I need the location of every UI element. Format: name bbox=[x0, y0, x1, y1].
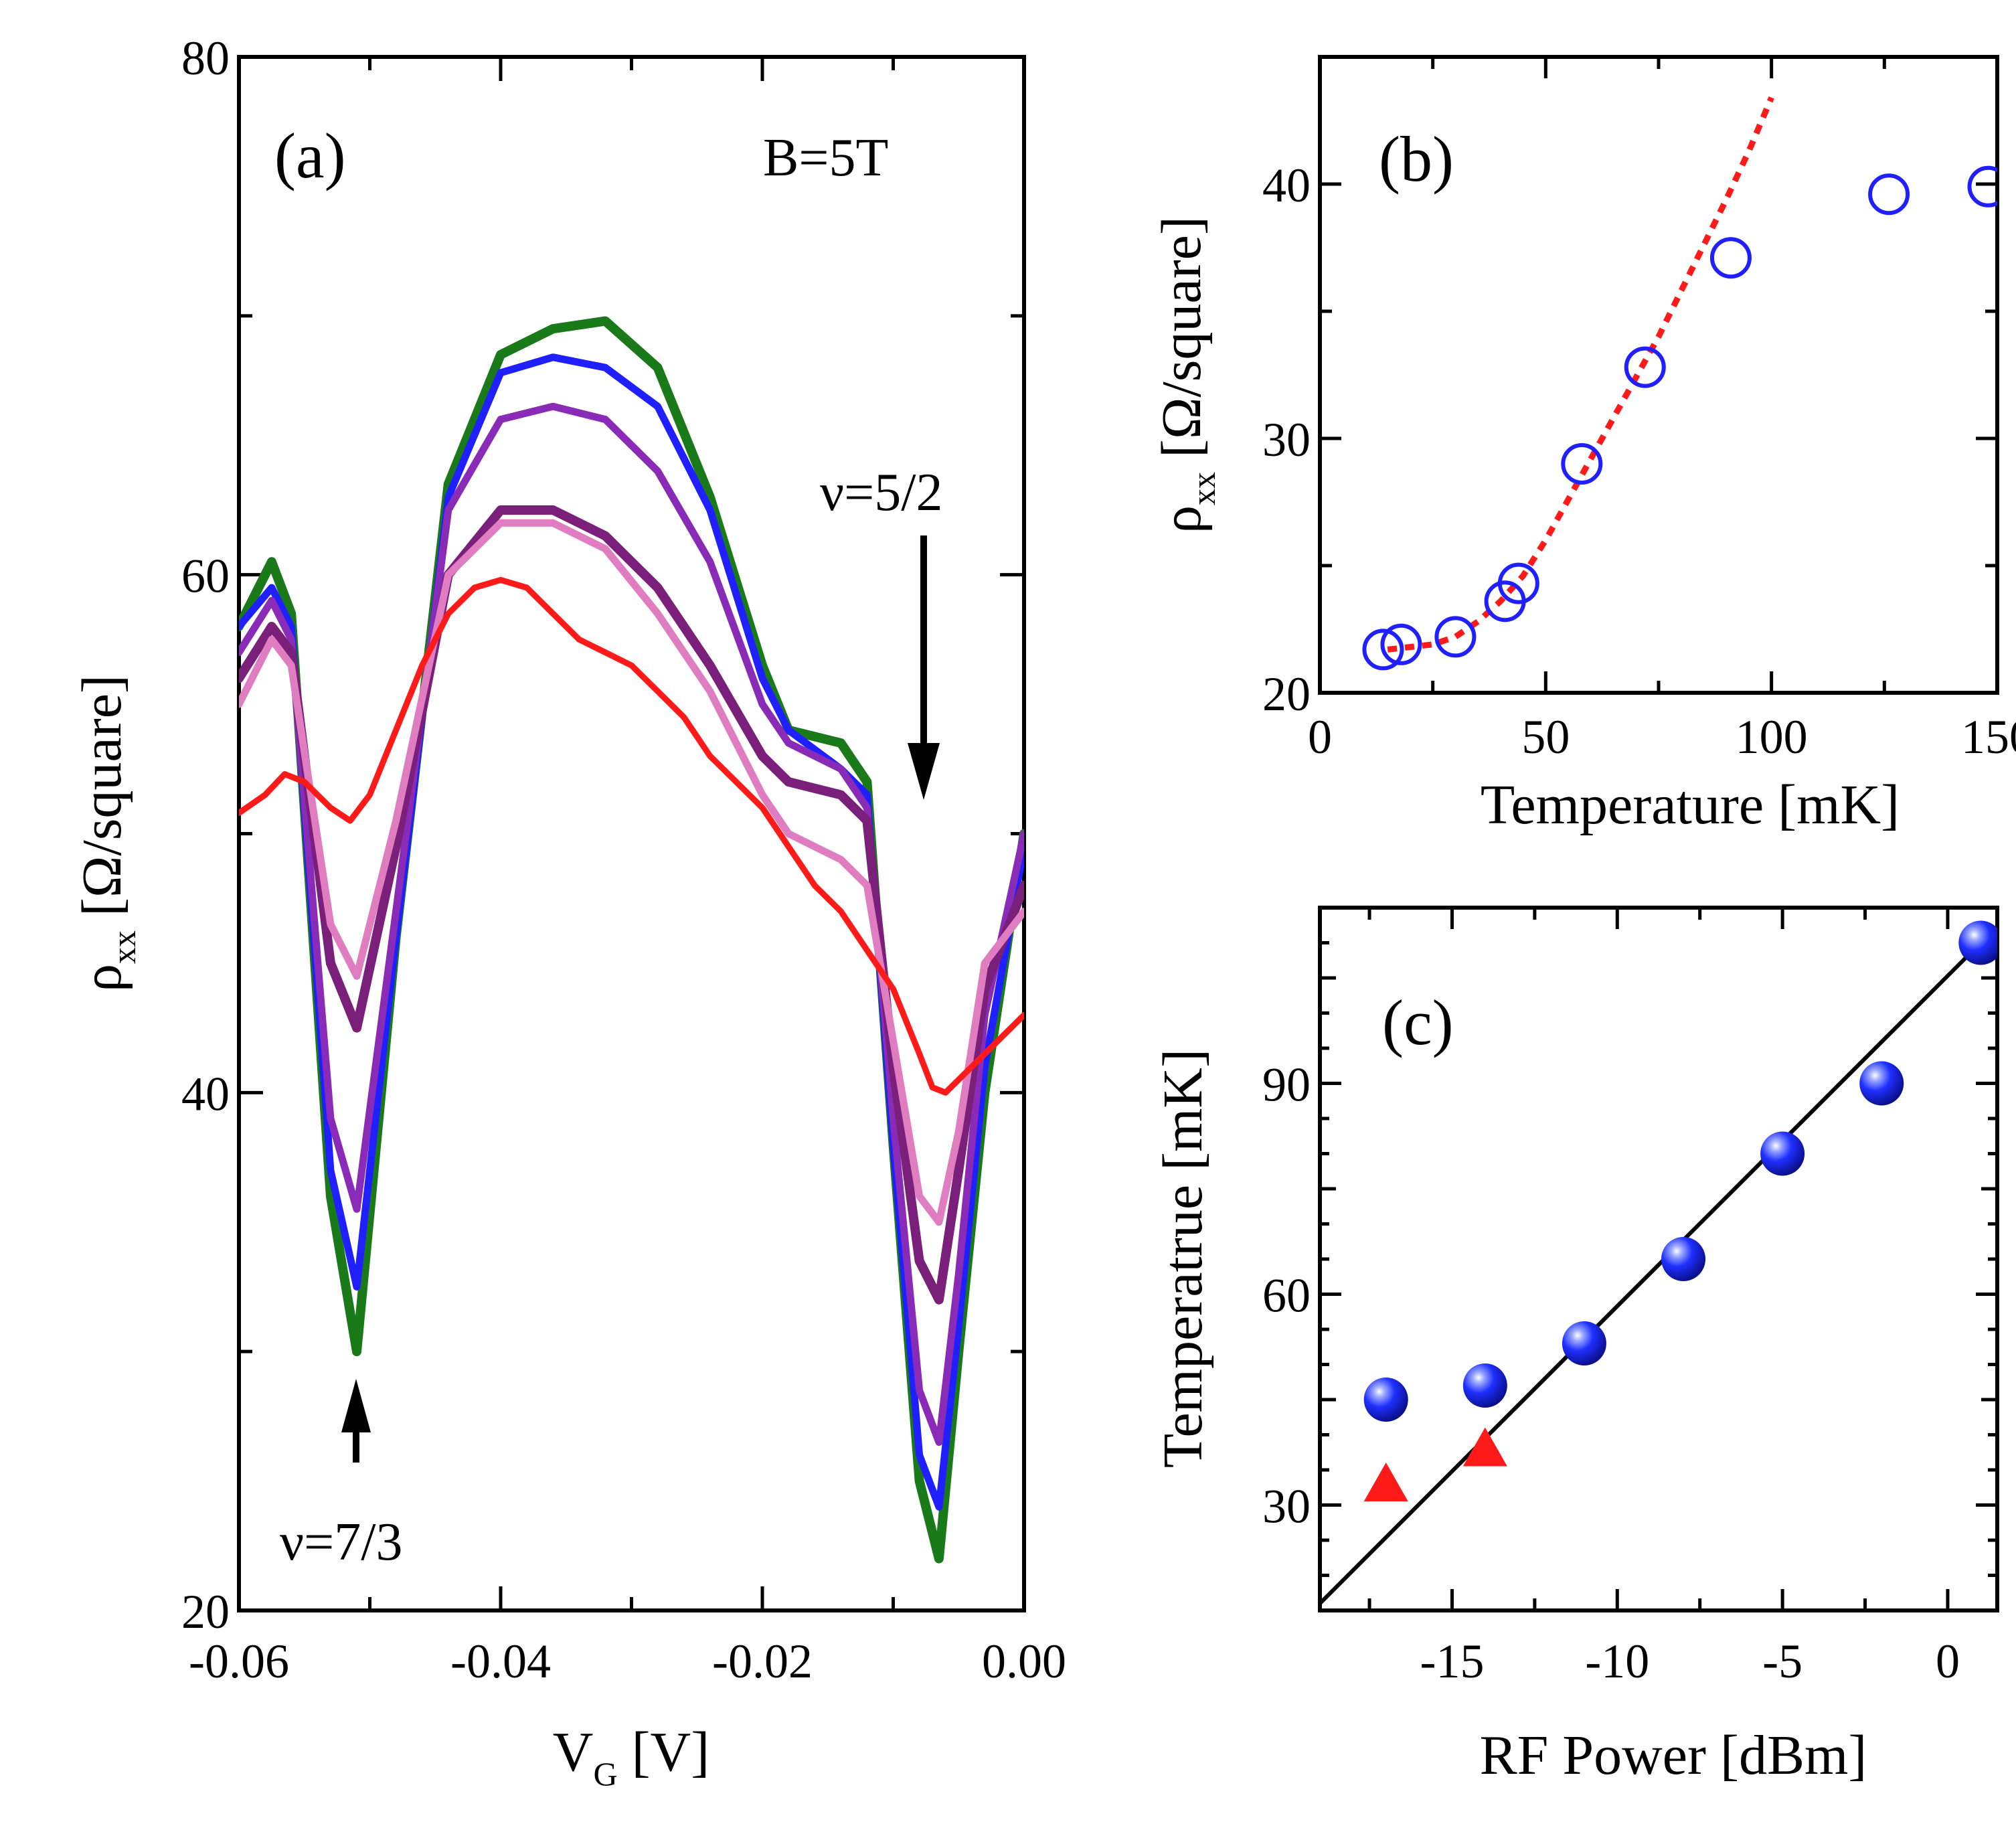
series-pink bbox=[239, 519, 1024, 1226]
panel-a: -0.06 -0.04 -0.02 0.00 20 40 60 80 (a) B=5T ν=5… bbox=[71, 31, 1066, 1793]
field-annotation: B=5T bbox=[763, 129, 888, 187]
c-xtick-label: -10 bbox=[1585, 1635, 1649, 1688]
nu-5-2-arrow bbox=[908, 535, 940, 800]
c-sphere-point bbox=[1363, 1378, 1408, 1422]
panel-a-ticks bbox=[237, 55, 1026, 1612]
series-red bbox=[239, 576, 1024, 1096]
panel-b-ticks bbox=[1318, 55, 1999, 695]
panel-b-xlabel: Temperature [mK] bbox=[1481, 774, 1900, 836]
panel-c-xlabel: RF Power [dBm] bbox=[1480, 1724, 1867, 1787]
b-xtick-label: 150 bbox=[1961, 710, 2016, 764]
a-ytick-label: 20 bbox=[181, 1585, 230, 1639]
c-ytick-label: 60 bbox=[1262, 1269, 1311, 1323]
panel-a-xlabel: VG [V] bbox=[553, 1721, 709, 1793]
c-fit-line bbox=[1320, 941, 1983, 1605]
panel-c-series bbox=[1320, 920, 1997, 1605]
a-ytick-label: 60 bbox=[181, 550, 230, 603]
c-sphere-point bbox=[1562, 1321, 1606, 1365]
b-ytick-label: 40 bbox=[1262, 159, 1311, 212]
nu-5-2-annotation: ν=5/2 bbox=[820, 463, 943, 522]
nu-7-3-annotation: ν=7/3 bbox=[280, 1513, 403, 1572]
series-purple bbox=[239, 505, 1024, 1305]
panel-c-ticks bbox=[1320, 906, 1997, 1612]
c-xtick-label: 0 bbox=[1936, 1635, 1960, 1688]
b-ytick-label: 30 bbox=[1262, 413, 1311, 467]
b-data-point bbox=[1868, 173, 1910, 216]
a-xtick-label: -0.04 bbox=[450, 1635, 551, 1688]
a-xtick-label: 0.00 bbox=[982, 1635, 1066, 1688]
c-ytick-label: 90 bbox=[1262, 1058, 1311, 1112]
c-sphere-point bbox=[1958, 920, 1997, 965]
nu-7-3-arrow bbox=[341, 1379, 371, 1463]
a-ytick-label: 80 bbox=[181, 31, 230, 85]
c-xtick-label: -15 bbox=[1420, 1635, 1484, 1688]
c-sphere-point bbox=[1760, 1131, 1805, 1176]
b-xtick-label: 0 bbox=[1308, 710, 1332, 764]
c-sphere-point bbox=[1859, 1061, 1904, 1106]
panel-a-series bbox=[239, 316, 1024, 1564]
c-ytick-label: 30 bbox=[1262, 1480, 1311, 1533]
c-xtick-label: -5 bbox=[1762, 1635, 1802, 1688]
b-ytick-label: 20 bbox=[1262, 667, 1311, 721]
panel-a-ylabel: ρxx [Ω/square] bbox=[71, 675, 143, 992]
panel-b-series bbox=[1362, 96, 1997, 671]
panel-c-label: (c) bbox=[1382, 987, 1454, 1058]
a-xtick-label: -0.02 bbox=[712, 1635, 813, 1688]
panel-b-tick-labels: 0 50 100 150 20 30 40 bbox=[1262, 159, 2016, 764]
series-green bbox=[239, 316, 1024, 1564]
b-fit-line bbox=[1387, 96, 1774, 653]
panel-b-ylabel: ρxx [Ω/square] bbox=[1151, 216, 1222, 533]
c-triangle-point bbox=[1462, 1427, 1507, 1467]
b-data-point bbox=[1362, 629, 1404, 671]
series-violet bbox=[239, 402, 1024, 1446]
c-sphere-point bbox=[1462, 1363, 1507, 1408]
c-triangle-point bbox=[1363, 1463, 1408, 1501]
c-sphere-point bbox=[1661, 1237, 1706, 1281]
b-data-point bbox=[1624, 346, 1666, 388]
b-xtick-label: 100 bbox=[1736, 710, 1808, 764]
a-ytick-label: 40 bbox=[181, 1067, 230, 1120]
b-data-point bbox=[1434, 616, 1477, 658]
panel-c: -15 -10 -5 0 30 60 90 (c) RF Power [dBm] Tempe… bbox=[1152, 906, 1999, 1787]
b-xtick-label: 50 bbox=[1521, 710, 1570, 764]
panel-c-tick-labels: -15 -10 -5 0 30 60 90 bbox=[1262, 1058, 1960, 1689]
panel-a-label: (a) bbox=[274, 120, 346, 191]
panel-b-label: (b) bbox=[1379, 123, 1454, 195]
series-blue bbox=[239, 353, 1024, 1511]
b-data-point bbox=[1497, 562, 1539, 604]
b-data-point bbox=[1380, 623, 1422, 665]
panel-c-ylabel: Temperatrue [mK] bbox=[1152, 1049, 1214, 1468]
panel-a-frame bbox=[237, 55, 1026, 1612]
a-xtick-label: -0.06 bbox=[189, 1635, 289, 1688]
b-data-point bbox=[1967, 165, 1997, 208]
b-data-point bbox=[1709, 237, 1752, 279]
panel-a-tick-labels: -0.06 -0.04 -0.02 0.00 20 40 60 80 bbox=[181, 31, 1066, 1688]
b-data-point bbox=[1561, 443, 1603, 485]
panel-b: 0 50 100 150 20 30 40 (b) Temperature [mK] ρxx… bbox=[1151, 55, 2016, 836]
